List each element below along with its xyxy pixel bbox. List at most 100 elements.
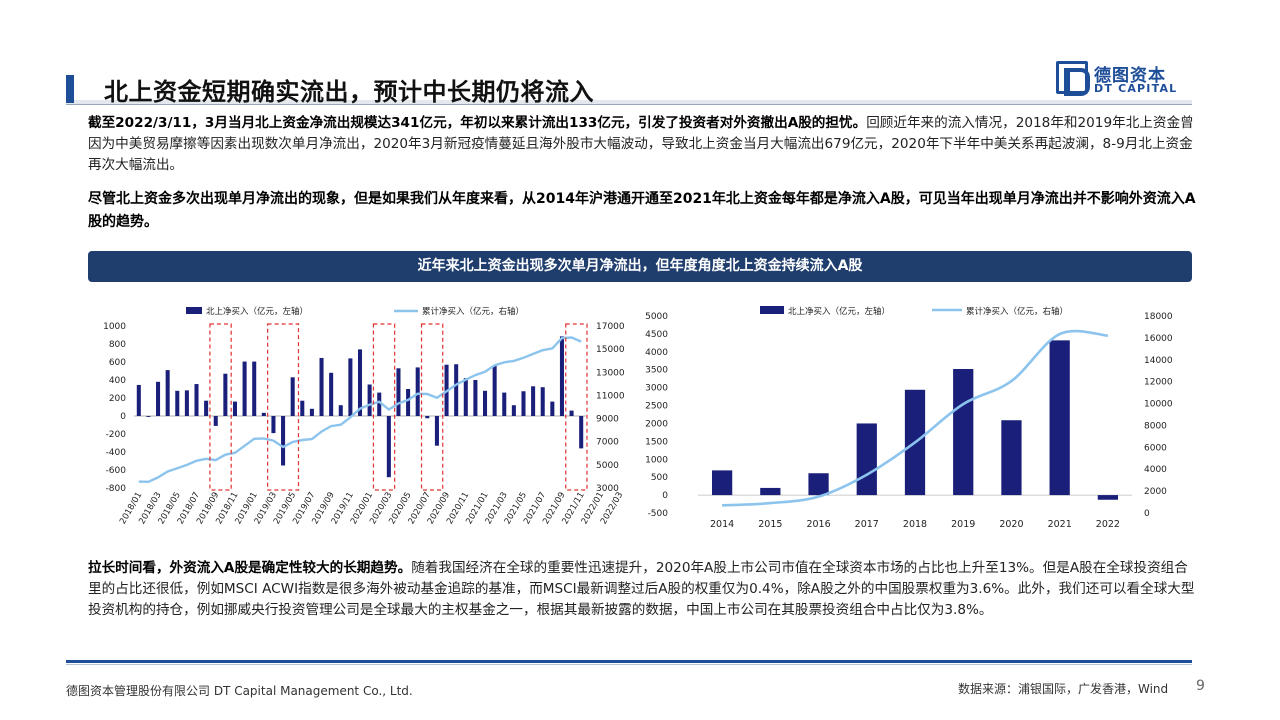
highlight-box xyxy=(565,323,588,491)
footer-source: 数据来源：浦银国际，广发香港，Wind xyxy=(958,682,1169,696)
x-tick-label: 2018 xyxy=(903,519,927,530)
highlight-box xyxy=(267,323,300,491)
bar xyxy=(136,384,141,416)
bar xyxy=(338,405,343,416)
bar xyxy=(377,392,382,416)
bar xyxy=(531,386,536,416)
y-right-tick-label: 3000 xyxy=(596,484,619,494)
cumulative-line xyxy=(138,336,582,484)
paragraph-3: 拉长时间看，外资流入A股是确定性较大的长期趋势。随着我国经济在全球的重要性迅速提… xyxy=(88,558,1198,621)
page-title: 北上资金短期确实流出，预计中长期仍将流入 xyxy=(104,78,594,106)
cumulative-line xyxy=(722,329,1109,507)
y-right-tick-label: 4000 xyxy=(1144,465,1167,475)
y-left-tick-label: -800 xyxy=(106,484,127,494)
paragraph-2: 尽管北上资金多次出现单月净流出的现象，但是如果我们从年度来看，从2014年沪港通… xyxy=(88,191,1196,230)
legend-swatch-bar xyxy=(186,307,202,314)
monthly-flow-chart-svg: 北上净买入（亿元，左轴） 累计净买入（亿元，右轴） 1000 800 600 400 200… xyxy=(103,306,625,526)
legend-label-line: 累计净买入（亿元，右轴） xyxy=(422,306,524,317)
y-left-tick-label: -500 xyxy=(648,509,669,519)
footer-rule xyxy=(66,660,1192,663)
bar xyxy=(425,416,430,419)
y-right-tick-label: 9000 xyxy=(596,415,619,425)
chart-banner: 近年来北上资金出现多次单月净流出，但年度角度北上资金持续流入A股 xyxy=(88,251,1192,282)
bar xyxy=(434,416,439,446)
highlight-box xyxy=(420,323,444,491)
bar xyxy=(492,365,497,416)
bar xyxy=(454,364,459,416)
bar xyxy=(271,416,276,434)
footer-rule-thin xyxy=(66,664,1192,665)
bar xyxy=(540,387,545,416)
bar xyxy=(1001,420,1022,496)
y-right-tick-label: 12000 xyxy=(1144,378,1173,388)
bar xyxy=(579,416,584,449)
y-left-tick-label: 600 xyxy=(109,358,126,368)
y-left-tick-label: -400 xyxy=(106,448,127,458)
y-left-tick-label: 5000 xyxy=(645,312,668,322)
y-left-tick-label: 3000 xyxy=(645,384,668,394)
y-left-tick-label: 1500 xyxy=(645,437,668,447)
x-tick-label: 2020 xyxy=(999,519,1023,530)
logo-text-cn: 德图资本 xyxy=(1094,66,1166,86)
y-left-tick-label: -200 xyxy=(106,430,127,440)
bar xyxy=(204,400,209,416)
y-right-tick-label: 18000 xyxy=(1144,312,1173,322)
y-left-tick-label: 0 xyxy=(662,491,668,501)
bar xyxy=(473,380,478,416)
y-right-tick-label: 14000 xyxy=(1144,356,1173,366)
x-tick-label: 2019 xyxy=(951,519,975,530)
bar xyxy=(213,416,218,426)
bar xyxy=(223,373,228,416)
monthly-flow-chart: 北上净买入（亿元，左轴） 累计净买入（亿元，右轴） 1000 800 600 400 200… xyxy=(88,296,648,534)
bar xyxy=(309,408,314,416)
y-left-tick-label: 400 xyxy=(109,376,126,386)
bar xyxy=(953,369,974,496)
bar xyxy=(415,367,420,416)
legend-label-line: 累计净买入（亿元，右轴） xyxy=(966,306,1068,317)
y-right-tick-label: 16000 xyxy=(1144,334,1173,344)
y-right-tick-label: 17000 xyxy=(596,322,625,332)
logo-d-icon xyxy=(1056,61,1090,96)
y-right-tick-label: 10000 xyxy=(1144,400,1173,410)
x-tick-label: 2021 xyxy=(1048,519,1072,530)
bar xyxy=(300,400,305,416)
bar xyxy=(760,487,781,496)
bar xyxy=(329,372,334,416)
y-right-tick-label: 7000 xyxy=(596,438,619,448)
y-right-tick-label: 13000 xyxy=(596,368,625,378)
y-left-tick-label: 1000 xyxy=(103,322,126,332)
legend-swatch-bar xyxy=(760,306,784,314)
legend-label-bar: 北上净买入（亿元，左轴） xyxy=(788,306,890,317)
paragraph-1: 截至2022/3/11，3月当月北上资金净流出规模达341亿元，年初以来累计流出… xyxy=(88,113,1198,176)
y-left-tick-label: 500 xyxy=(651,473,668,483)
bar xyxy=(559,336,564,416)
bar xyxy=(252,361,257,416)
bar xyxy=(357,349,363,416)
x-tick-label: 2022 xyxy=(1096,519,1120,530)
y-left-tick-label: 200 xyxy=(109,394,126,404)
bar xyxy=(502,392,507,416)
annual-flow-chart: 北上净买入（亿元，左轴） 累计净买入（亿元，右轴） 5000 4500 4000 3500… xyxy=(640,296,1180,534)
bar xyxy=(319,357,324,416)
y-left-tick-label: 2500 xyxy=(645,402,668,412)
y-right-tick-label: 6000 xyxy=(1144,443,1167,453)
y-right-tick-label: 5000 xyxy=(596,461,619,471)
paragraph-1-lead: 截至2022/3/11，3月当月北上资金净流出规模达341亿元，年初以来累计流出… xyxy=(88,115,867,131)
x-tick-label: 2017 xyxy=(855,519,879,530)
bar xyxy=(463,378,468,416)
page-number: 9 xyxy=(1196,678,1205,694)
paragraph-3-lead: 拉长时间看，外资流入A股是确定性较大的长期趋势。 xyxy=(88,560,412,576)
y-right-tick-label: 8000 xyxy=(1144,421,1167,431)
bar xyxy=(569,410,574,416)
y-left-tick-label: -600 xyxy=(106,466,127,476)
bar xyxy=(290,377,295,416)
y-left-tick-label: 0 xyxy=(120,412,126,422)
bar xyxy=(1097,495,1119,500)
y-right-tick-label: 11000 xyxy=(596,391,625,401)
company-logo: 德图资本 DT CAPITAL xyxy=(1056,61,1186,97)
bar xyxy=(483,390,488,416)
bar xyxy=(232,401,237,416)
bar xyxy=(281,416,286,466)
legend-label-bar: 北上净买入（亿元，左轴） xyxy=(206,306,308,317)
annual-flow-chart-svg: 北上净买入（亿元，左轴） 累计净买入（亿元，右轴）5000450040003500… xyxy=(645,306,1173,530)
